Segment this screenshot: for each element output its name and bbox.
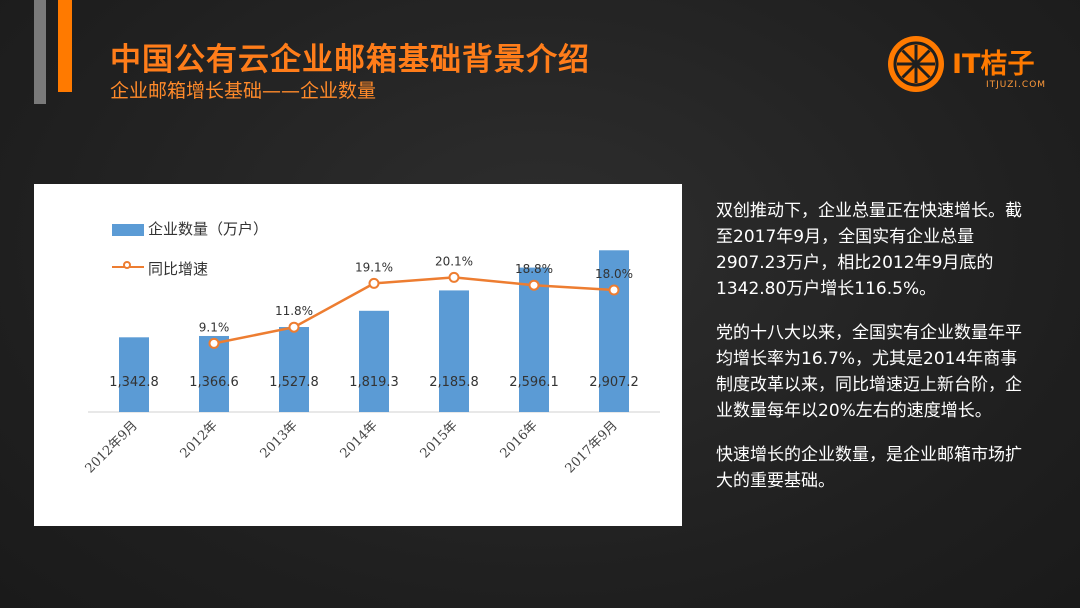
x-tick-label: 2012年9月	[83, 418, 141, 476]
line-value-label: 11.8%	[275, 304, 313, 318]
x-tick-label: 2016年	[498, 418, 541, 461]
description-paragraph: 快速增长的企业数量，是企业邮箱市场扩大的重要基础。	[716, 445, 1022, 491]
line-point	[448, 271, 460, 283]
gray-accent-bar	[34, 0, 46, 104]
bar	[279, 327, 309, 412]
line-value-label: 9.1%	[199, 320, 230, 334]
legend-label-growth: 同比增速	[148, 260, 209, 278]
bar-value-label: 1,527.8	[269, 375, 319, 390]
page-title: 中国公有云企业邮箱基础背景介绍	[110, 42, 590, 78]
bar	[519, 267, 549, 412]
bar	[439, 290, 469, 412]
bar	[359, 310, 389, 412]
line-point	[288, 321, 300, 333]
line-point	[368, 277, 380, 289]
line-point	[208, 337, 220, 349]
bar-value-label: 2,185.8	[429, 375, 479, 390]
bar	[119, 337, 149, 412]
brand-logo: IT桔子 ITJUZI.COM	[888, 36, 1058, 96]
x-tick-label: 2014年	[338, 418, 381, 461]
line-point	[608, 284, 620, 296]
x-tick-label: 2015年	[418, 418, 461, 461]
brand-url: ITJUZI.COM	[986, 80, 1047, 90]
page-subtitle: 企业邮箱增长基础——企业数量	[110, 80, 377, 102]
line-point	[528, 279, 540, 291]
line-value-label: 20.1%	[435, 254, 473, 268]
growth-line	[213, 276, 615, 345]
bar-value-label: 2,907.2	[589, 375, 639, 390]
description-panel: 双创推动下，企业总量正在快速增长。截至2017年9月，全国实有企业总量2907.…	[716, 198, 1032, 512]
bar-value-label: 2,596.1	[509, 375, 559, 390]
description-paragraph: 党的十八大以来，全国实有企业数量年平均增长率为16.7%，尤其是2014年商事制…	[716, 323, 1022, 421]
brand-name: IT桔子	[952, 49, 1035, 80]
bar-value-label: 1,342.8	[109, 375, 159, 390]
line-value-label: 18.0%	[595, 267, 633, 281]
line-value-label: 18.8%	[515, 262, 553, 276]
x-tick-label: 2017年9月	[563, 418, 621, 476]
growth-chart: 1,342.8 2012年9月 1,366.6 2012年 1,527.8 2013年 1,…	[83, 250, 660, 476]
description-paragraph: 双创推动下，企业总量正在快速增长。截至2017年9月，全国实有企业总量2907.…	[716, 201, 1022, 299]
x-tick-label: 2013年	[258, 418, 301, 461]
orange-slice-icon	[888, 36, 944, 92]
legend-bar-swatch	[112, 224, 144, 236]
orange-accent-bar	[58, 0, 72, 92]
legend-line-marker	[123, 261, 131, 269]
line-value-label: 19.1%	[355, 260, 393, 274]
x-tick-label: 2012年	[178, 418, 221, 461]
bar	[599, 250, 629, 412]
legend-label-count: 企业数量（万户）	[148, 220, 269, 238]
bar-value-label: 1,819.3	[349, 375, 399, 390]
bar-value-label: 1,366.6	[189, 375, 239, 390]
chart-panel: 1,342.8 2012年9月 1,366.6 2012年 1,527.8 2013年 1,…	[34, 184, 682, 526]
